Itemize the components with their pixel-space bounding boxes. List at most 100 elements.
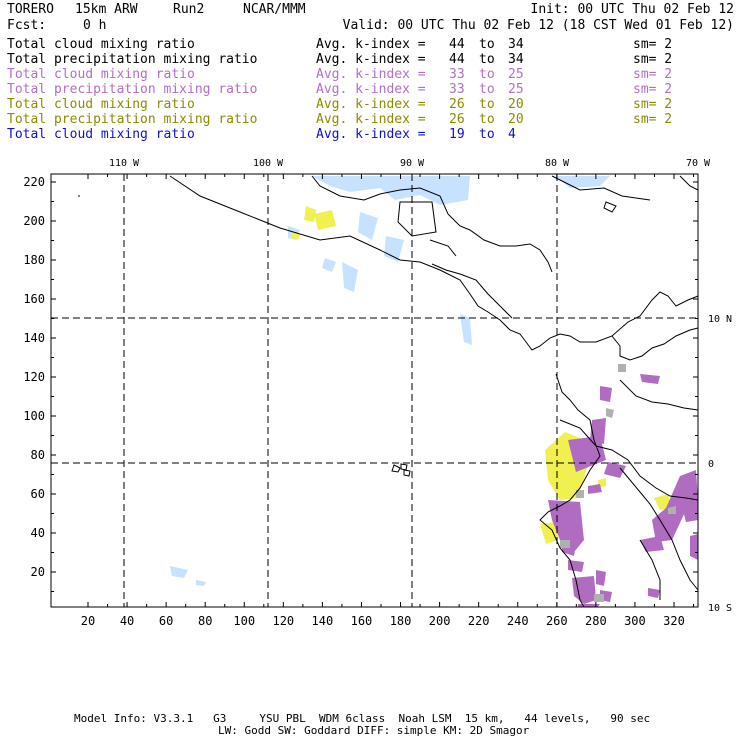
longitude-label: 110 W (109, 158, 140, 169)
precip-cell (594, 594, 604, 602)
coastline-segment (539, 373, 601, 608)
legend-field-name: Total precipitation mixing ratio (7, 52, 258, 67)
legend-index-from: 44 (449, 37, 465, 52)
coastline-segment (391, 464, 401, 473)
legend-row: Total cloud mixing ratio Avg. k-index = 19… (7, 127, 735, 142)
y-tick-label: 60 (31, 487, 45, 501)
legend-smoothing: sm= 2 (633, 37, 673, 52)
x-tick-label: 200 (429, 614, 451, 628)
coastline-layer (78, 175, 699, 608)
x-tick-label: 40 (120, 614, 134, 628)
legend-smoothing: sm= 2 (633, 112, 673, 127)
legend-index-to: 4 (508, 127, 516, 142)
legend-index-label: Avg. k-index = (316, 52, 426, 67)
x-tick-label: 180 (390, 614, 412, 628)
precip-cell (604, 462, 626, 478)
coastline-segment (639, 539, 661, 600)
coastline-segment (169, 175, 699, 351)
legend-field-name: Total cloud mixing ratio (7, 67, 195, 82)
precip-cell (576, 490, 584, 498)
legend-field-name: Total cloud mixing ratio (7, 97, 195, 112)
legend-row: Total cloud mixing ratio Avg. k-index = 44… (7, 37, 735, 52)
model-name: TORERO (7, 2, 54, 17)
latitude-label: 10 S (708, 603, 732, 614)
x-tick-label: 20 (81, 614, 95, 628)
precip-cell (196, 580, 206, 586)
latitude-label: 0 (708, 459, 714, 470)
precip-cell (291, 232, 300, 240)
legend-index-to: 25 (508, 82, 524, 97)
model-info-line: Model Info: V3.3.1 G3 YSU PBL WDM 6class… (74, 712, 651, 725)
precip-cell (568, 560, 584, 572)
precip-cell (548, 500, 584, 552)
precip-cell (540, 522, 558, 544)
y-tick-label: 40 (31, 526, 45, 540)
legend-index-to: 20 (508, 97, 524, 112)
coastline-segment (400, 463, 408, 471)
coastline-segment (311, 175, 553, 273)
model-resolution: 15km ARW (75, 2, 138, 17)
coastline-segment (679, 175, 699, 191)
legend-index-label: Avg. k-index = (316, 127, 426, 142)
precip-cell (358, 212, 378, 240)
legend-index-label: Avg. k-index = (316, 37, 426, 52)
legend-field-name: Total cloud mixing ratio (7, 37, 195, 52)
precip-cell (460, 314, 472, 345)
precip-cell (588, 484, 602, 494)
x-tick-label: 220 (468, 614, 490, 628)
x-tick-label: 260 (546, 614, 568, 628)
coastline-segment (403, 469, 411, 477)
y-tick-label: 80 (31, 448, 45, 462)
legend-index-to: 34 (508, 37, 524, 52)
legend-row: Total precipitation mixing ratio Avg. k-i… (7, 82, 735, 97)
coastline-segment (429, 239, 457, 257)
legend-index-label: Avg. k-index = (316, 112, 426, 127)
y-tick-label: 120 (23, 370, 45, 384)
longitude-label: 70 W (686, 158, 711, 169)
legend-index-from: 44 (449, 52, 465, 67)
fcst-label: Fcst: (7, 18, 47, 33)
legend-smoothing: sm= 2 (633, 97, 673, 112)
coastline-segment (559, 419, 699, 501)
longitude-label: 100 W (253, 158, 284, 169)
legend-index-from: 33 (449, 67, 465, 82)
legend-index-from: 19 (449, 127, 465, 142)
x-tick-label: 240 (507, 614, 529, 628)
legend-row: Total cloud mixing ratio Avg. k-index = 33… (7, 67, 735, 82)
precip-cell (170, 566, 188, 578)
legend-index-label: Avg. k-index = (316, 67, 426, 82)
legend-row: Total precipitation mixing ratio Avg. k-i… (7, 112, 735, 127)
legend-index-to-word: to (479, 97, 495, 112)
coastline-segment (551, 175, 651, 201)
coastline-segment (619, 379, 699, 411)
precip-cell (652, 470, 698, 542)
grid-lines (51, 174, 698, 607)
legend-row: Total cloud mixing ratio Avg. k-index = 26… (7, 97, 735, 112)
legend-index-to: 25 (508, 67, 524, 82)
valid-time: Valid: 00 UTC Thu 02 Feb 12 (18 CST Wed … (342, 18, 734, 33)
legend-smoothing: sm= 2 (633, 82, 673, 97)
axis-labels: 20 40 60 80 100 120 140 160 180 200 220 240 260 280 30… (23, 158, 732, 628)
legend-index-to-word: to (479, 82, 495, 97)
precip-cell (606, 408, 614, 418)
legend-smoothing: sm= 2 (633, 52, 673, 67)
y-tick-label: 220 (23, 175, 45, 189)
run-label: Run2 (173, 2, 205, 17)
precip-cell (384, 236, 404, 262)
legend-field-name: Total precipitation mixing ratio (7, 82, 258, 97)
precip-cell (640, 374, 660, 384)
y-tick-label: 20 (31, 565, 45, 579)
precip-cell (618, 364, 626, 372)
x-tick-label: 60 (159, 614, 173, 628)
org-label: NCAR/MMM (243, 2, 306, 17)
legend-index-from: 33 (449, 82, 465, 97)
legend-row: Total precipitation mixing ratio Avg. k-i… (7, 52, 735, 67)
precip-cell (596, 570, 606, 586)
longitude-label: 80 W (545, 158, 570, 169)
precip-cell (312, 176, 470, 205)
x-tick-label: 160 (351, 614, 373, 628)
legend-field-name: Total cloud mixing ratio (7, 127, 195, 142)
y-tick-label: 100 (23, 409, 45, 423)
precip-cell (304, 206, 316, 222)
